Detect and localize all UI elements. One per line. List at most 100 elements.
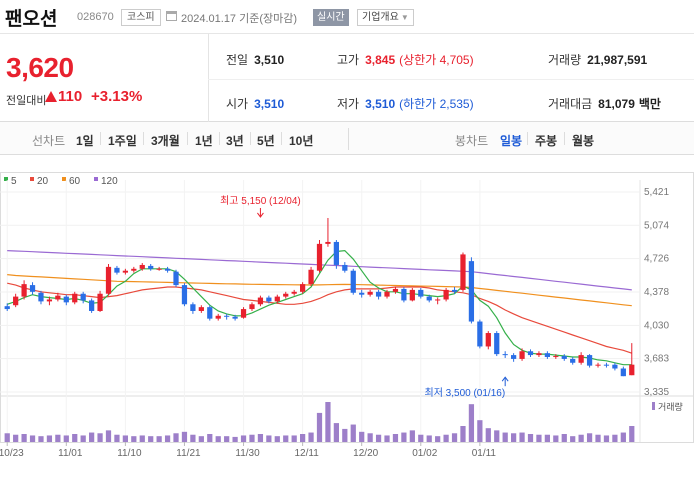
candle-body	[392, 288, 399, 292]
stock-chart[interactable]: 5 20 60 120 5,421 5,074 4,726 4,378 4,030 3,683 3,…	[0, 172, 694, 478]
volume-bar	[190, 434, 196, 442]
volume-bar	[46, 435, 53, 442]
tab-line-1w[interactable]: 1주일	[108, 134, 137, 148]
candle-body	[122, 270, 128, 273]
tab-line-5y[interactable]: 5년	[257, 134, 275, 148]
volume-legend-swatch	[652, 402, 655, 410]
tab-candle-weekly[interactable]: 주봉	[535, 134, 558, 148]
volume-bar	[511, 433, 517, 442]
volume-bar	[63, 435, 69, 442]
stock-code: 028670	[77, 11, 114, 23]
tab-candle-daily[interactable]: 일봉	[500, 134, 523, 148]
volume-bar	[586, 433, 593, 442]
volume-bar	[392, 434, 399, 442]
tab-line-3m[interactable]: 3개월	[151, 134, 180, 148]
market-badge: 코스피	[121, 9, 161, 26]
candle-body	[21, 284, 27, 297]
candle-body	[240, 309, 247, 318]
volume-cell: 거래량 21,987,591	[548, 51, 647, 68]
x-tick-label: 11/30	[235, 448, 260, 459]
prev-close-value: 3,510	[254, 53, 285, 67]
candle-body	[384, 291, 390, 297]
x-tick-label: 11/01	[58, 448, 83, 459]
candle-body	[80, 293, 86, 301]
candle-body	[333, 241, 339, 265]
y-tick-label: 5,421	[644, 187, 669, 198]
tab-separator	[143, 132, 144, 145]
tab-separator	[187, 132, 188, 145]
candle-body	[164, 268, 171, 271]
volume-bar	[139, 435, 145, 442]
up-arrow-icon	[45, 91, 57, 102]
candle-body	[367, 291, 373, 295]
volume-bar	[502, 432, 508, 442]
tab-separator	[219, 132, 220, 145]
high-value: 3,845	[365, 53, 396, 67]
volume-bar	[367, 433, 373, 442]
tab-line-3y[interactable]: 3년	[226, 134, 244, 148]
line-chart-label: 선차트	[32, 134, 66, 148]
candle-body	[181, 285, 188, 305]
tab-candle-monthly[interactable]: 월봉	[572, 134, 595, 148]
candle-body	[38, 292, 44, 302]
candle-body	[553, 356, 559, 358]
low-label: 저가	[337, 97, 360, 111]
legend-swatch-60	[62, 177, 66, 181]
candle-body	[350, 270, 356, 293]
volume-bar	[283, 435, 289, 442]
volume-bar	[578, 434, 584, 442]
volume-bar	[612, 434, 618, 442]
calendar-icon	[166, 11, 177, 21]
candle-body	[629, 364, 635, 376]
candle-body	[114, 267, 120, 273]
tab-line-1y[interactable]: 1년	[195, 134, 213, 148]
volume-bar	[249, 434, 255, 442]
tab-separator	[100, 132, 101, 145]
candle-body	[612, 364, 618, 369]
volume-bar	[426, 435, 432, 442]
volume-bar	[207, 434, 213, 442]
candle-body	[511, 355, 517, 359]
tab-line-1d[interactable]: 1일	[76, 134, 94, 148]
volume-bar	[97, 433, 103, 442]
chart-frame	[0, 172, 694, 443]
chevron-down-icon: ▼	[400, 13, 409, 22]
legend-label-120: 120	[101, 176, 118, 187]
candle-body	[266, 297, 272, 302]
volume-bar	[443, 434, 449, 442]
candle-body	[105, 266, 112, 294]
moving-average-ma60	[7, 274, 632, 307]
candle-body	[232, 316, 238, 319]
candle-body	[325, 241, 331, 244]
x-tick-label: 01/02	[412, 448, 437, 459]
candle-body	[342, 264, 348, 271]
volume-bar	[595, 434, 601, 442]
candle-body	[359, 292, 365, 295]
volume-bar	[232, 436, 238, 442]
candle-body	[502, 354, 508, 356]
candle-body	[570, 358, 576, 363]
tab-separator	[250, 132, 251, 145]
current-price: 3,620	[6, 52, 74, 83]
volume-bar	[570, 436, 576, 442]
volume-value: 21,987,591	[587, 53, 648, 67]
volume-bar	[544, 434, 550, 442]
tab-line-10y[interactable]: 10년	[289, 134, 314, 148]
volume-legend-label: 거래량	[658, 401, 683, 412]
moving-average-ma5	[7, 249, 632, 366]
volume-bar	[308, 432, 314, 442]
volume-bar	[527, 434, 534, 442]
company-info-dropdown[interactable]: 기업개요 ▼	[357, 9, 414, 26]
volume-bar	[13, 434, 19, 442]
volume-bar	[350, 424, 356, 442]
high-label: 고가	[337, 53, 360, 67]
volume-label: 거래량	[548, 53, 582, 67]
candle-body	[13, 296, 19, 306]
candle-body	[4, 306, 10, 310]
quote-panel: 3,620 전일대비 110 +3.13% 전일 3,510 고가 3,845 (상한…	[0, 34, 694, 122]
candle-body	[156, 268, 162, 270]
volume-bar	[224, 436, 230, 442]
change-percent: +3.13%	[91, 88, 143, 105]
realtime-button[interactable]: 실시간	[313, 9, 349, 26]
candle-body	[300, 284, 306, 292]
